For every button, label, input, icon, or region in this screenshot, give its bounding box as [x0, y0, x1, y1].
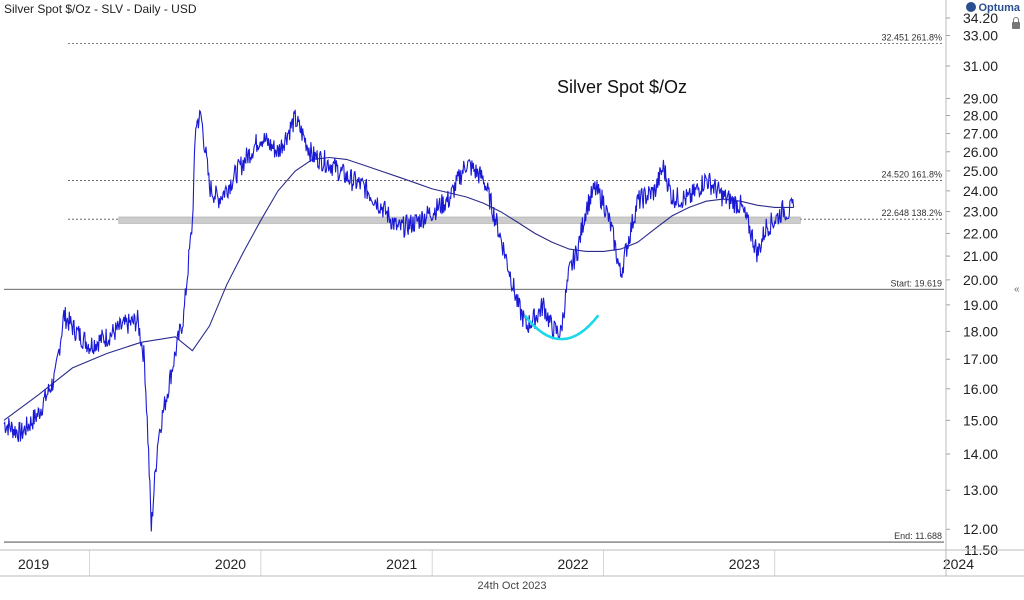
time-axis: 2019 2020 2021 2022 2023 2024 — [18, 550, 974, 576]
price-tick-label: 19.00 — [963, 297, 998, 313]
footer-date: 24th Oct 2023 — [477, 580, 547, 592]
price-tick-label: 27.00 — [963, 125, 998, 141]
price-tick-label: 12.00 — [963, 521, 998, 537]
reference-line-label: 32.451 261.8% — [881, 33, 942, 43]
price-tick-label: 29.00 — [963, 91, 998, 107]
time-tick-label: 2019 — [18, 556, 49, 572]
collapse-arrow-icon[interactable]: « — [1014, 284, 1020, 295]
price-line — [3, 109, 795, 532]
optuma-logo: Optuma — [966, 2, 1020, 14]
chart-header: Silver Spot $/Oz - SLV - Daily - USD — [4, 2, 197, 16]
lock-icon[interactable] — [1012, 17, 1020, 29]
price-tick-label: 15.00 — [963, 412, 998, 428]
price-tick-label: 14.00 — [963, 446, 998, 462]
price-tick-label: 25.00 — [963, 163, 998, 179]
reference-line-label: 22.648 138.2% — [881, 208, 942, 218]
moving-average-line — [3, 156, 794, 421]
price-tick-label: 21.00 — [963, 248, 998, 264]
price-tick-label: 33.00 — [963, 27, 998, 43]
price-tick-label: 20.00 — [963, 272, 998, 288]
reference-lines: 32.451 261.8% 24.520 161.8% 22.648 138.2% S… — [4, 33, 944, 543]
chart-title: Silver Spot $/Oz — [557, 77, 687, 97]
price-tick-label: 23.00 — [963, 204, 998, 220]
price-tick-label: 16.00 — [963, 381, 998, 397]
price-tick-label: 34.20 — [963, 10, 998, 26]
price-axis: 11.5012.0013.0014.0015.0016.0017.0018.00… — [946, 10, 998, 558]
time-tick-label: 2023 — [729, 556, 760, 572]
price-tick-label: 17.00 — [963, 351, 998, 367]
support-band — [118, 216, 801, 224]
rounded-bottom-arc — [523, 314, 600, 341]
reference-line-label: End: 11.688 — [894, 531, 942, 541]
price-tick-label: 31.00 — [963, 58, 998, 74]
price-tick-label: 28.00 — [963, 108, 998, 124]
optuma-logo-icon — [966, 2, 977, 12]
price-tick-label: 26.00 — [963, 144, 998, 160]
time-tick-label: 2024 — [943, 556, 974, 572]
price-tick-label: 13.00 — [963, 482, 998, 498]
price-tick-label: 22.00 — [963, 225, 998, 241]
time-tick-label: 2022 — [557, 556, 588, 572]
reference-line-label: Start: 19.619 — [890, 278, 942, 288]
time-tick-label: 2021 — [386, 556, 417, 572]
price-tick-label: 24.00 — [963, 183, 998, 199]
price-tick-label: 18.00 — [963, 323, 998, 339]
optuma-logo-text: Optuma — [978, 2, 1020, 14]
reference-line-label: 24.520 161.8% — [881, 169, 942, 179]
time-tick-label: 2020 — [215, 556, 246, 572]
